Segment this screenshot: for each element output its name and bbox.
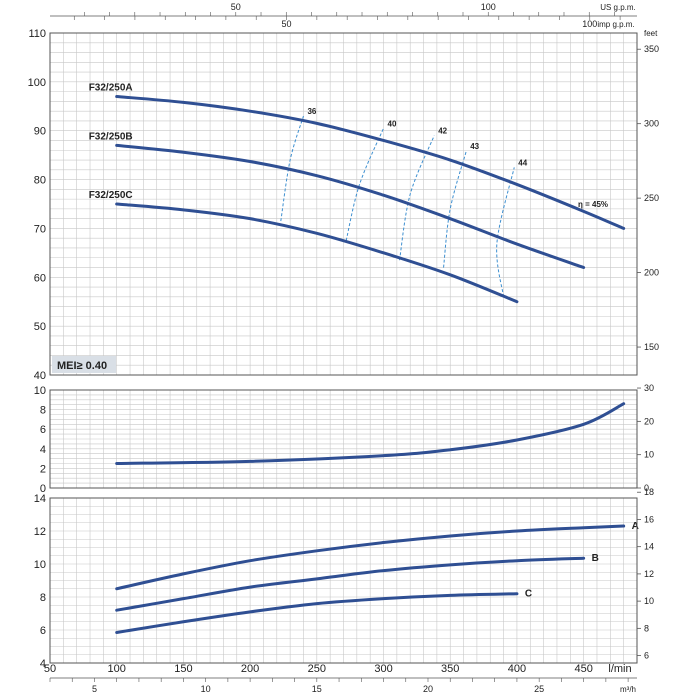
efficiency-line-36: [280, 115, 304, 222]
y-tick-label: 80: [34, 175, 46, 187]
right-tick-label: 200: [644, 268, 659, 278]
right-tick-label: 6: [644, 651, 649, 661]
x-tick-label: 400: [508, 663, 526, 675]
efficiency-label-44: 44: [518, 158, 527, 167]
curve-label-F32/250A: F32/250A: [89, 83, 133, 94]
imp-gpm-tick-label: 100: [582, 19, 597, 29]
efficiency-label-42: 42: [438, 127, 447, 136]
right-tick-label: 350: [644, 44, 659, 54]
curve-label-F32/250B: F32/250B: [89, 131, 133, 142]
y-tick-label: 110: [28, 28, 46, 40]
y-tick-label: 90: [34, 126, 46, 138]
curve-label-B: B: [592, 553, 599, 564]
y-tick-label: 4: [40, 658, 46, 670]
curve-layer: [115, 95, 626, 634]
right-axis-unit: feet: [644, 29, 658, 38]
y-tick-label: 14: [34, 493, 46, 505]
efficiency-label-36: 36: [307, 107, 316, 116]
right-tick-label: 300: [644, 119, 659, 129]
y-tick-label: 100: [28, 77, 46, 89]
m3h-unit: m³/h: [620, 685, 636, 694]
x-tick-label: 150: [174, 663, 192, 675]
y-tick-label: 40: [34, 370, 46, 382]
efficiency-line-44: [496, 167, 515, 297]
curve-F32/250A: [115, 95, 626, 230]
imp-gpm-tick-label: 50: [282, 19, 292, 29]
x-tick-label: 250: [308, 663, 326, 675]
right-tick-label: 12: [644, 569, 654, 579]
curve-label-C: C: [525, 589, 532, 600]
m3h-tick-label: 15: [312, 684, 322, 694]
curve-F32/250B: [115, 143, 586, 270]
y-tick-label: 6: [40, 625, 46, 637]
y-tick-label: 12: [34, 526, 46, 538]
y-tick-label: 8: [40, 592, 46, 604]
m3h-tick-label: 20: [423, 684, 433, 694]
curve-B: [115, 556, 586, 612]
y-tick-label: 4: [40, 444, 46, 456]
right-tick-label: 16: [644, 514, 654, 524]
right-tick-label: 18: [644, 487, 654, 497]
y-tick-label: 70: [34, 223, 46, 235]
imp-gpm-unit: imp g.p.m.: [597, 20, 634, 29]
x-tick-label: 200: [241, 663, 259, 675]
right-tick-label: 14: [644, 542, 654, 552]
right-tick-label: 150: [644, 342, 659, 352]
m3h-tick-label: 5: [92, 684, 97, 694]
mei-badge-label: MEI≥ 0.40: [57, 360, 107, 372]
y-tick-label: 10: [34, 385, 46, 397]
m3h-tick-label: 10: [201, 684, 211, 694]
x-tick-label: 450: [574, 663, 592, 675]
us-gpm-tick-label: 50: [231, 2, 241, 12]
efficiency-label-40: 40: [388, 119, 397, 128]
mei-badge: [52, 356, 116, 373]
curve-label-F32/250C: F32/250C: [89, 190, 133, 201]
label-layer: MEI≥ 0.40 η = 45% 36 40 42 43 44 F32/250A F32/…: [52, 83, 639, 600]
right-tick-label: 10: [644, 450, 654, 460]
right-tick-label: 20: [644, 416, 654, 426]
us-gpm-unit: US g.p.m.: [600, 3, 636, 12]
x-tick-label: 300: [374, 663, 392, 675]
curve-C: [115, 592, 519, 634]
right-tick-label: 8: [644, 623, 649, 633]
y-tick-label: 60: [34, 272, 46, 284]
efficiency-line-43: [443, 151, 467, 268]
m3h-tick-label: 25: [534, 684, 544, 694]
curve-F32/250C: [115, 202, 519, 304]
right-tick-label: 0: [644, 483, 649, 493]
y-tick-label: 8: [40, 405, 46, 417]
us-gpm-tick-label: 100: [481, 2, 496, 12]
curve-power: [115, 402, 626, 465]
x-axis-unit: l/min: [608, 663, 631, 675]
curve-label-A: A: [632, 521, 639, 532]
grid-layer: [49, 32, 638, 664]
right-tick-label: 250: [644, 193, 659, 203]
y-tick-label: 10: [34, 559, 46, 571]
y-tick-label: 6: [40, 424, 46, 436]
efficiency-label-43: 43: [470, 142, 479, 151]
curve-A: [115, 524, 626, 591]
efficiency-note: η = 45%: [578, 200, 608, 209]
efficiency-line-42: [399, 135, 435, 261]
y-tick-label: 0: [40, 483, 46, 495]
right-tick-label: 10: [644, 596, 654, 606]
x-tick-label: 100: [108, 663, 126, 675]
right-tick-label: 30: [644, 383, 654, 393]
y-tick-label: 50: [34, 321, 46, 333]
efficiency-line-40: [345, 128, 384, 241]
y-tick-label: 2: [40, 463, 46, 475]
x-tick-label: 50: [44, 663, 56, 675]
x-tick-label: 350: [441, 663, 459, 675]
